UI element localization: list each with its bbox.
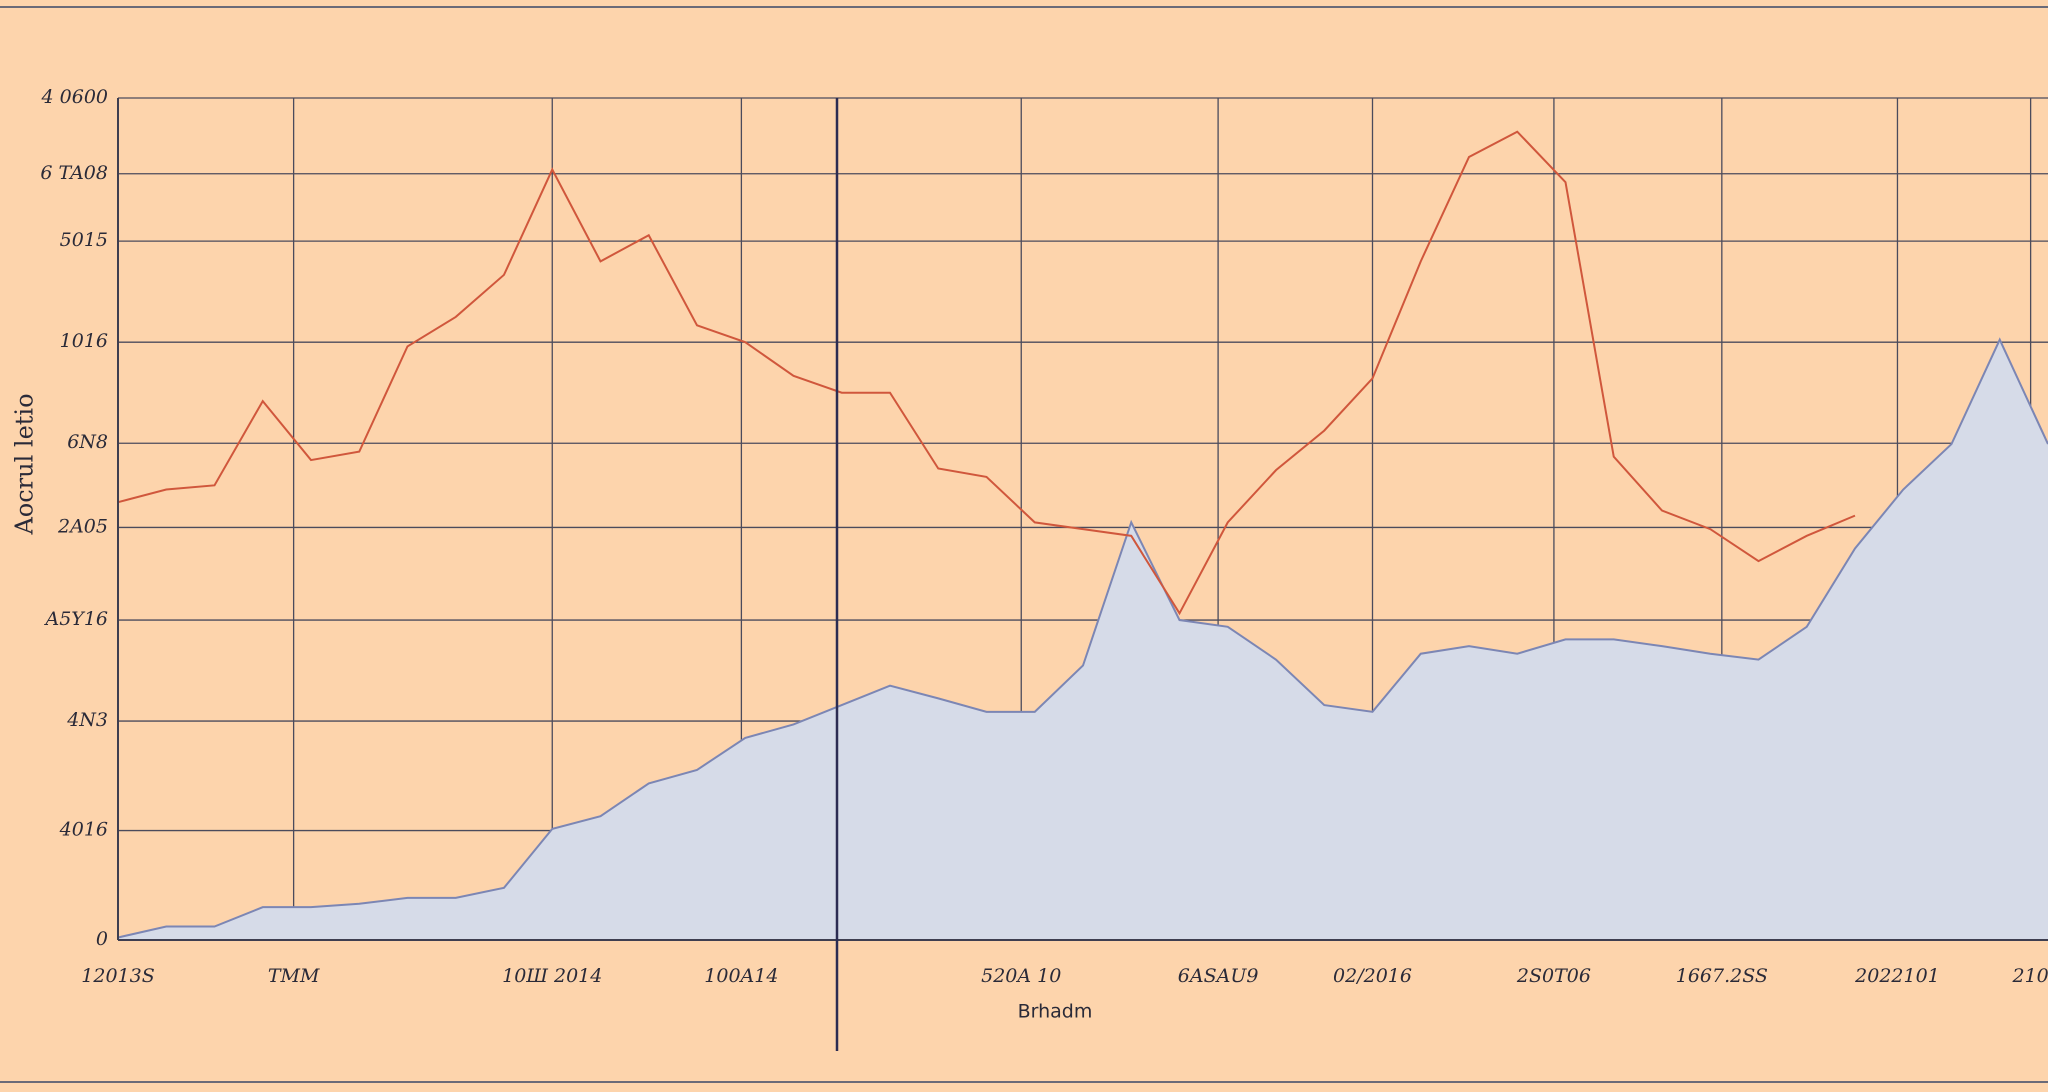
y-tick-label: 4 0600 [41, 86, 108, 108]
area [118, 339, 2048, 940]
x-axis-label: Brhadm [1018, 1001, 1093, 1023]
line [117, 130, 1856, 616]
x-tick-label: TMM [268, 965, 320, 987]
y-tick-label: A5Y16 [43, 608, 108, 630]
y-tick-label: 4N3 [66, 709, 108, 731]
x-tick-label: 12013S [81, 965, 154, 987]
x-tick-label: 6ASAU9 [1178, 965, 1259, 987]
line [117, 337, 2048, 939]
y-tick-label: 0 [96, 928, 108, 950]
y-tick-label: 4016 [59, 819, 108, 841]
x-tick-label: 10Ш 2014 [502, 965, 602, 987]
x-tick-label: 100A14 [704, 965, 778, 987]
y-axis-label: Aocrul letio [11, 393, 39, 535]
y-tick-label: 6N8 [67, 431, 108, 453]
y-tick-label: 1016 [60, 330, 108, 352]
y-tick-label: 6 TA08 [40, 162, 108, 184]
x-tick-label: 2S0T06 [1516, 965, 1591, 987]
x-tick-label: 2022101 [1854, 965, 1940, 987]
y-tick-label: 2A05 [57, 515, 108, 537]
x-tick-label: 520A 10 [981, 965, 1061, 987]
x-tick-label: 02/2016 [1333, 965, 1412, 987]
x-tick-label: 210 [2011, 965, 2048, 987]
x-tick-label: 1667.2SS [1676, 965, 1768, 987]
y-tick-label: 5015 [60, 229, 108, 251]
plot-area: 0 4016 4N3 A5Y16 2A05 6N8 1016 5015 6 TA08 4 0600… [40, 86, 2048, 987]
